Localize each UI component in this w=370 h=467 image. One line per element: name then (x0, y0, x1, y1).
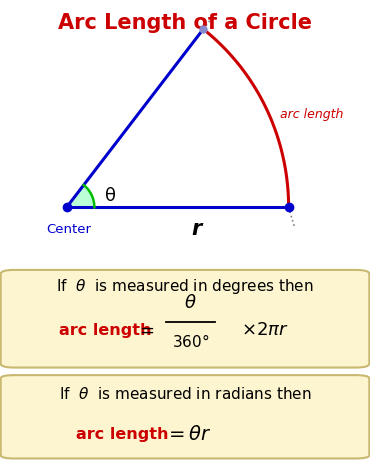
Polygon shape (67, 185, 94, 207)
Text: θ: θ (105, 187, 116, 205)
Text: arc length: arc length (76, 427, 169, 442)
Text: $\times 2\pi r$: $\times 2\pi r$ (241, 321, 289, 339)
Text: $= \theta r$: $= \theta r$ (165, 425, 212, 444)
Text: $\theta$: $\theta$ (184, 294, 196, 312)
Text: r: r (191, 219, 201, 240)
Text: arc length: arc length (280, 108, 343, 121)
FancyBboxPatch shape (1, 375, 369, 459)
Text: arc length: arc length (59, 323, 151, 338)
Text: $360°$: $360°$ (172, 333, 209, 350)
Text: If  $\theta$  is measured in radians then: If $\theta$ is measured in radians then (59, 386, 311, 402)
Text: Center: Center (46, 223, 91, 236)
Text: If  $\theta$  is measured in degrees then: If $\theta$ is measured in degrees then (56, 276, 314, 296)
Text: Arc Length of a Circle: Arc Length of a Circle (58, 13, 312, 33)
FancyBboxPatch shape (1, 270, 369, 368)
Text: $=$: $=$ (136, 321, 154, 339)
